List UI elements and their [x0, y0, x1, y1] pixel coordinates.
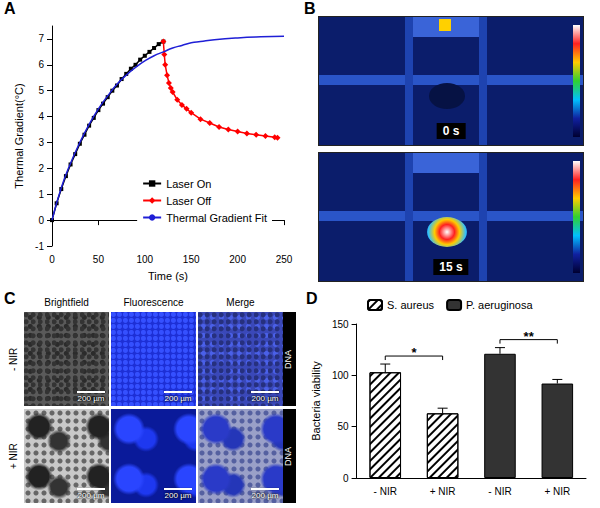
html-text:Merge: Merge — [226, 297, 255, 308]
svg-text:5: 5 — [38, 85, 44, 96]
svg-text:Thermal Gradient Fit: Thermal Gradient Fit — [166, 212, 267, 224]
svg-text:Laser On: Laser On — [166, 178, 211, 190]
svg-text:50: 50 — [337, 421, 349, 432]
html-text:200 µm: 200 µm — [251, 491, 279, 500]
svg-text:2: 2 — [38, 163, 44, 174]
html-text:DNA: DNA — [283, 446, 293, 466]
svg-text:6: 6 — [38, 59, 44, 70]
svg-text:Thermal Gradient(°C): Thermal Gradient(°C) — [13, 83, 25, 188]
svg-text:0: 0 — [343, 473, 349, 484]
svg-text:4: 4 — [38, 111, 44, 122]
svg-text:Time (s): Time (s) — [148, 270, 188, 282]
svg-text:150: 150 — [332, 319, 349, 330]
svg-text:200: 200 — [229, 254, 246, 265]
html-text:200 µm: 200 µm — [77, 394, 105, 403]
html-text:DNA: DNA — [283, 349, 293, 369]
svg-text:50: 50 — [93, 254, 105, 265]
html-text:- NIR: - NIR — [8, 347, 19, 371]
html-text:0 s: 0 s — [442, 124, 460, 138]
svg-text:3: 3 — [38, 137, 44, 148]
svg-text:+ NIR: + NIR — [544, 486, 570, 497]
svg-text:0: 0 — [49, 254, 55, 265]
svg-text:S. aureus: S. aureus — [387, 299, 435, 311]
svg-text:+ NIR: + NIR — [430, 486, 456, 497]
svg-text:1: 1 — [38, 189, 44, 200]
svg-text:**: ** — [524, 329, 535, 344]
svg-text:- NIR: - NIR — [488, 486, 511, 497]
svg-text:- NIR: - NIR — [374, 486, 397, 497]
html-text:200 µm: 200 µm — [164, 394, 192, 403]
html-text:B: B — [304, 0, 316, 17]
svg-text:*: * — [411, 345, 417, 360]
html-text:A: A — [4, 0, 16, 17]
svg-text:100: 100 — [136, 254, 153, 265]
html-text:200 µm: 200 µm — [164, 491, 192, 500]
svg-text:0: 0 — [38, 215, 44, 226]
svg-text:250: 250 — [276, 254, 293, 265]
svg-text:P. aeruginosa: P. aeruginosa — [466, 299, 533, 311]
html-text:Fluorescence: Fluorescence — [123, 297, 184, 308]
svg-text:7: 7 — [38, 33, 44, 44]
html-text:+ NIR: + NIR — [8, 443, 19, 469]
svg-text:100: 100 — [332, 370, 349, 381]
svg-text:150: 150 — [183, 254, 200, 265]
svg-text:Bacteria viability: Bacteria viability — [310, 361, 322, 441]
html-text:Brightfield: Brightfield — [44, 297, 89, 308]
html-text:15 s: 15 s — [439, 260, 463, 274]
html-text:200 µm: 200 µm — [251, 394, 279, 403]
html-text:200 µm: 200 µm — [77, 491, 105, 500]
svg-text:-1: -1 — [35, 241, 44, 252]
html-text:C: C — [4, 290, 16, 307]
svg-text:Laser Off: Laser Off — [166, 195, 212, 207]
html-text:D: D — [306, 290, 318, 307]
